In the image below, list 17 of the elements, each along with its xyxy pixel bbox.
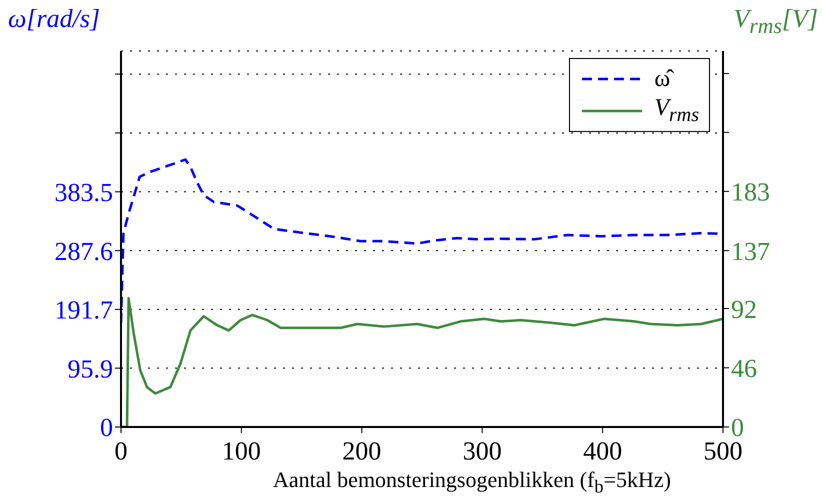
- x-tick-label: 400: [583, 436, 622, 466]
- y-tick-label: 95.9: [68, 354, 113, 384]
- y-tick-label: 383.5: [54, 178, 113, 207]
- y2-axis-title: V$_{rms}$[V]: [733, 4, 818, 40]
- x-tick-label: 300: [462, 436, 502, 466]
- y-axis-title: ω[rad/s]: [8, 4, 100, 34]
- x-tick-label: 100: [222, 436, 261, 466]
- y-tick-label: 287.6: [54, 236, 113, 266]
- legend-label: V$_{rms}$: [654, 95, 699, 127]
- y2-tick-label: 183: [731, 178, 770, 207]
- y-tick-label: 191.7: [54, 296, 113, 325]
- x-tick-label: 200: [342, 436, 382, 466]
- y2-tick-label: 46: [731, 354, 757, 383]
- y2-tick-label: 137: [731, 236, 770, 266]
- x-axis-title: Aantal bemonsteringsogenblikken (f$_{b}$=5kHz): [272, 467, 672, 498]
- y-tick-label: 0: [100, 413, 113, 442]
- y2-tick-label: 92: [731, 294, 757, 324]
